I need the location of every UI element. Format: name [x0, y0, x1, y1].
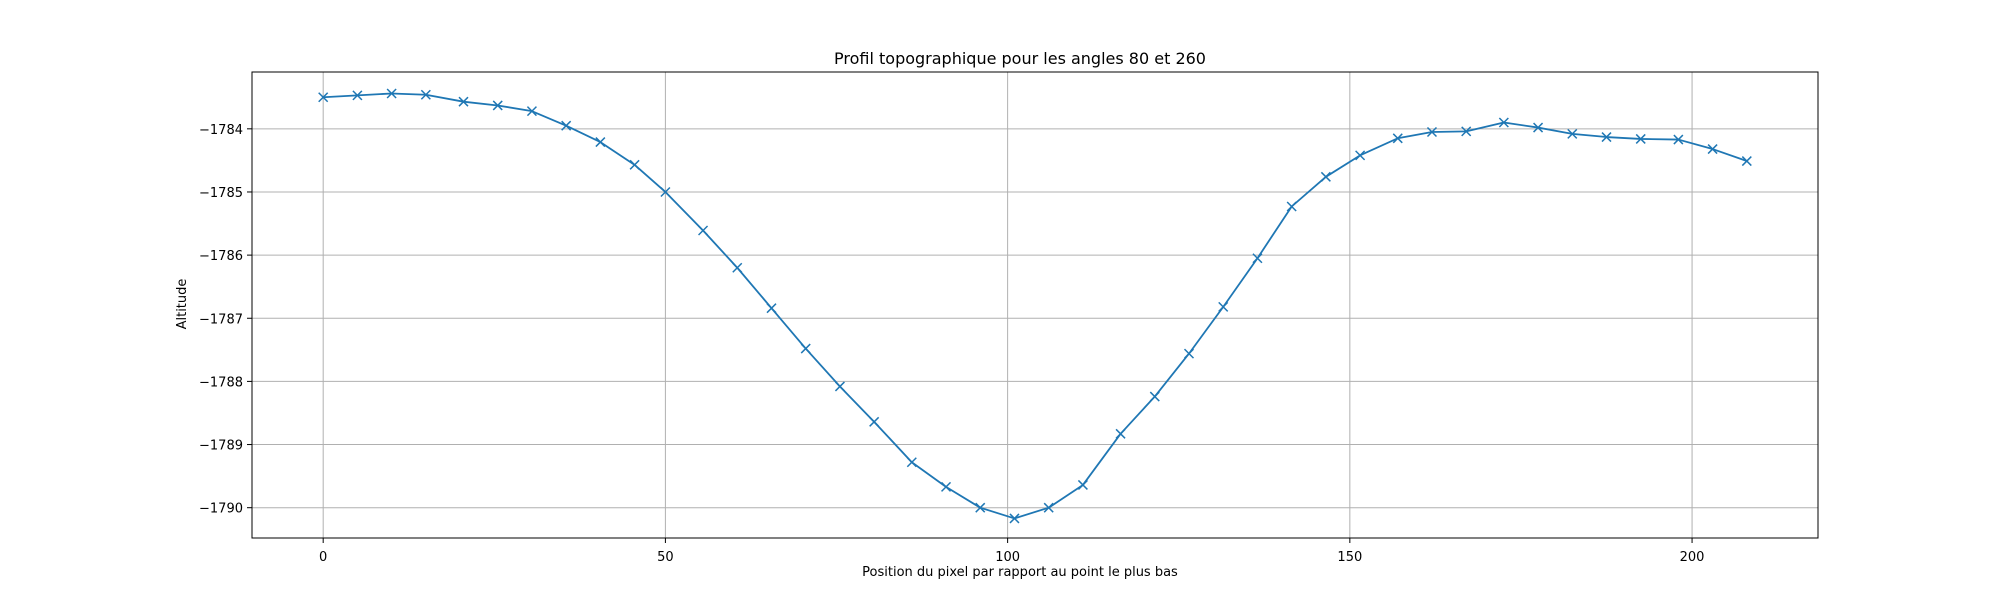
y-tick-label: −1786	[199, 249, 243, 264]
data-point	[1009, 513, 1020, 524]
data-point	[1218, 301, 1229, 312]
data-point	[1115, 428, 1126, 439]
data-point	[1498, 117, 1509, 128]
y-tick-label: −1787	[199, 312, 243, 327]
data-point	[386, 88, 397, 99]
y-tick-label: −1789	[199, 439, 243, 454]
data-point	[732, 262, 743, 273]
data-point	[1183, 348, 1195, 359]
data-point	[1741, 156, 1752, 167]
data-point	[800, 343, 811, 354]
data-point	[869, 416, 880, 427]
data-point	[940, 481, 952, 492]
data-point	[1392, 133, 1403, 144]
data-point	[1043, 502, 1054, 513]
data-point	[420, 89, 431, 100]
x-tick-label: 150	[1337, 550, 1362, 565]
x-tick-label: 50	[657, 550, 674, 565]
data-point	[1426, 126, 1438, 138]
data-point	[318, 92, 329, 103]
y-axis-ticks: −1784 −1785 −1786 −1787 −1788 −1789 −1790	[199, 123, 252, 517]
y-tick-label: −1790	[199, 502, 243, 517]
data-point	[1635, 133, 1646, 144]
data-point	[660, 186, 671, 198]
chart-title: Profil topographique pour les angles 80 …	[834, 49, 1206, 68]
x-axis-label: Position du pixel par rapport au point l…	[862, 565, 1178, 580]
data-point	[1673, 134, 1684, 145]
data-point	[458, 96, 469, 107]
data-point	[352, 90, 363, 101]
data-point	[1461, 126, 1472, 137]
data-point	[1567, 128, 1578, 139]
data-point	[1286, 201, 1297, 212]
data-point	[561, 120, 572, 131]
data-point	[834, 381, 845, 392]
y-tick-label: −1785	[199, 186, 243, 201]
data-point	[1533, 122, 1544, 133]
series-line	[323, 92, 1748, 520]
series-layer	[318, 88, 1752, 524]
x-axis-ticks: 0 50 100 150 200	[319, 538, 1704, 565]
data-point	[1252, 253, 1263, 264]
data-point	[1320, 171, 1331, 182]
y-tick-label: −1784	[199, 123, 243, 138]
plot-frame	[251, 71, 1819, 539]
data-point	[766, 303, 777, 314]
x-tick-label: 200	[1680, 550, 1705, 565]
data-point	[698, 225, 709, 236]
x-tick-label: 0	[319, 550, 327, 565]
data-point	[1149, 391, 1160, 402]
y-tick-label: −1788	[199, 375, 243, 390]
data-point	[975, 502, 986, 513]
grid	[252, 72, 1818, 538]
data-point	[629, 159, 640, 170]
data-point	[1707, 144, 1718, 155]
data-point	[1601, 132, 1612, 143]
data-point	[1355, 150, 1366, 161]
data-point	[595, 137, 606, 148]
data-point	[492, 100, 503, 111]
y-axis-label: Altitude	[175, 279, 190, 330]
data-point	[906, 457, 917, 468]
data-point	[1077, 479, 1088, 490]
x-tick-label: 100	[995, 550, 1020, 565]
data-point	[526, 106, 537, 117]
